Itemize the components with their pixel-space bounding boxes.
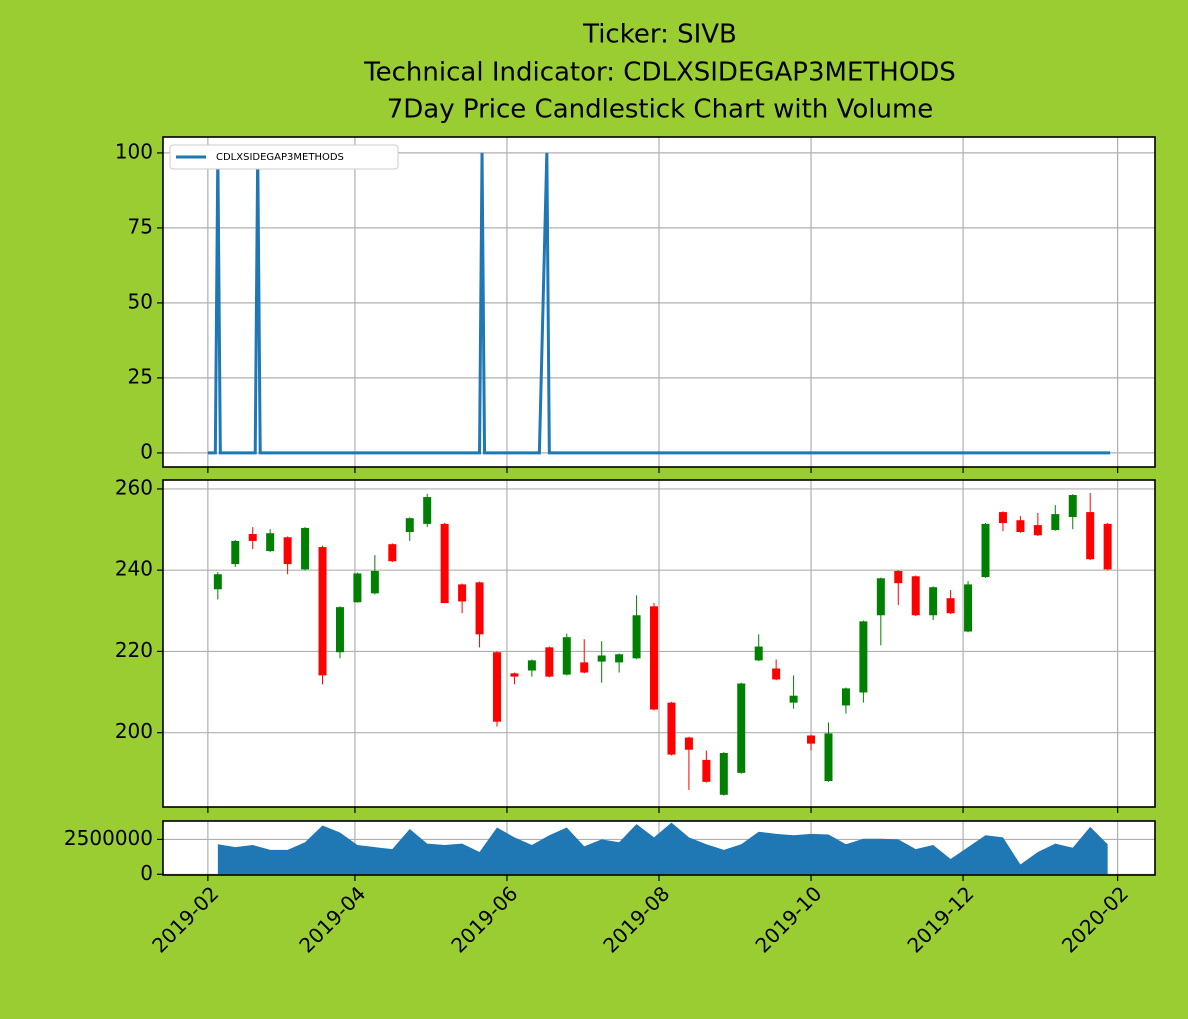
indicator-line: [207, 152, 1111, 455]
candle-body: [911, 576, 920, 616]
candle-body: [789, 695, 798, 703]
candle-body: [667, 702, 676, 755]
candle-body: [964, 584, 973, 632]
plot-frame: [162, 136, 1156, 468]
title-line: Technical Indicator: CDLXSIDEGAP3METHODS: [363, 58, 956, 88]
candle-body: [684, 737, 693, 750]
title-line: Ticker: SIVB: [582, 20, 737, 50]
y-tick-label: 2500000: [64, 826, 153, 850]
candle-body: [458, 584, 467, 602]
candle-body: [388, 544, 397, 562]
y-tick-label: 240: [115, 557, 153, 581]
y-tick-label: 0: [140, 861, 153, 885]
y-tick-label: 75: [128, 214, 153, 238]
candle-body: [213, 574, 222, 590]
candle-body: [283, 537, 292, 565]
candle-body: [1086, 512, 1095, 560]
candle-body: [545, 647, 554, 677]
candle-body: [266, 533, 275, 552]
candle-body: [423, 497, 432, 524]
legend-box: [169, 144, 399, 170]
candle-body: [615, 654, 624, 663]
legend: CDLXSIDEGAP3METHODS: [169, 144, 399, 170]
candle-body: [1016, 520, 1025, 532]
candle-body: [894, 570, 903, 584]
legend-label: CDLXSIDEGAP3METHODS: [216, 152, 344, 163]
candle-body: [510, 673, 519, 677]
candle-body: [946, 598, 955, 614]
candle-body: [719, 752, 728, 795]
candle-body: [859, 621, 868, 693]
candle-body: [772, 668, 781, 680]
candle-body: [353, 573, 362, 603]
candle-body: [981, 523, 990, 578]
candle-body: [650, 606, 659, 710]
candle-body: [318, 547, 327, 676]
y-tick-label: 50: [128, 289, 153, 313]
candle-body: [998, 512, 1007, 524]
plot-frame: [162, 820, 1156, 876]
y-tick-label: 200: [115, 719, 153, 743]
candle-body: [1103, 523, 1112, 570]
candle-body: [440, 523, 449, 604]
candle-body: [475, 582, 484, 635]
candle-body: [405, 518, 414, 532]
y-tick-label: 0: [140, 439, 153, 463]
candle-body: [492, 652, 501, 722]
candle-body: [562, 637, 571, 675]
volume-area: [217, 822, 1108, 875]
candle-body: [824, 733, 833, 782]
y-tick-label: 260: [115, 475, 153, 499]
candle-body: [580, 662, 589, 673]
candle-body: [737, 683, 746, 773]
candle-body: [1051, 514, 1060, 530]
candle-body: [527, 660, 536, 671]
candle-body: [597, 655, 606, 662]
candle-body: [231, 540, 240, 565]
candle-body: [807, 735, 816, 744]
title-line: 7Day Price Candlestick Chart with Volume: [387, 95, 934, 125]
candle-body: [841, 688, 850, 706]
plot-frame: [162, 479, 1156, 808]
candle-body: [754, 646, 763, 661]
candle-body: [1033, 525, 1042, 536]
candle-body: [702, 759, 711, 782]
y-tick-label: 25: [128, 364, 153, 388]
candle-body: [370, 570, 379, 594]
candle-body: [301, 527, 310, 570]
candle-body: [929, 587, 938, 616]
candle-body: [248, 534, 257, 541]
y-tick-label: 220: [115, 638, 153, 662]
candle-body: [632, 615, 641, 659]
candle-body: [335, 607, 344, 653]
y-tick-label: 100: [115, 139, 153, 163]
candle-body: [876, 578, 885, 616]
candle-body: [1068, 495, 1077, 517]
